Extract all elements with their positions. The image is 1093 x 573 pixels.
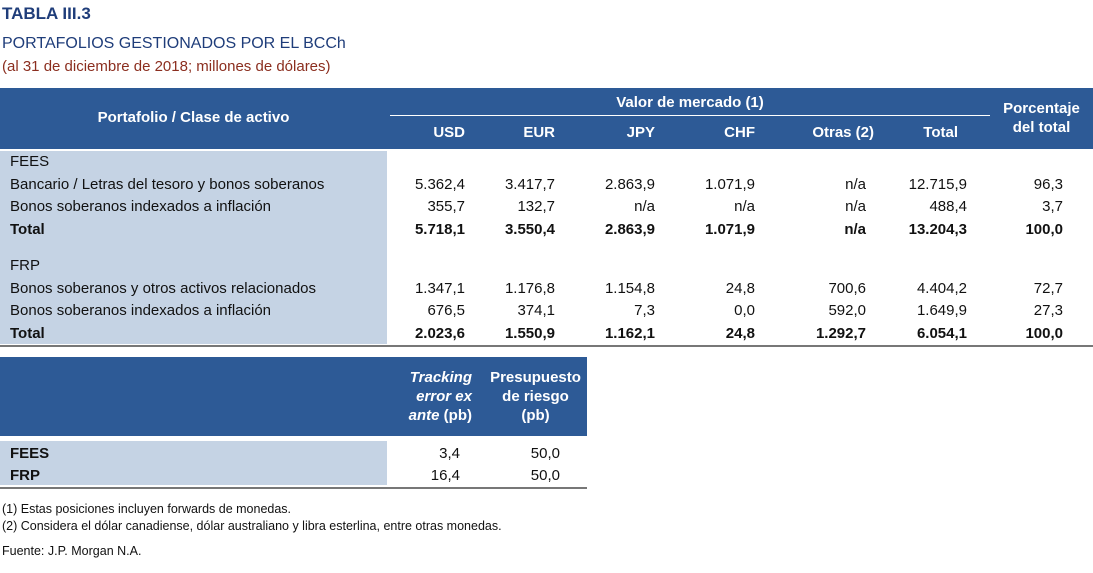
header-divider: [390, 115, 990, 116]
row-value: 3,7: [1042, 198, 1063, 215]
table-subtitle: (al 31 de diciembre de 2018; millones de…: [2, 58, 331, 75]
t2-col2-line2: de riesgo: [502, 388, 569, 405]
row-value: 24,8: [725, 279, 755, 297]
t2-col2-line1: Presupuesto: [490, 369, 581, 386]
t2-col2-line3: (pb): [521, 407, 550, 424]
row-value: 0,0: [734, 302, 755, 319]
row-value: 1.071,9: [704, 175, 755, 193]
header-jpy: JPY: [626, 124, 655, 141]
row-value: n/a: [844, 220, 866, 238]
row-value: 132,7: [517, 198, 555, 215]
footnote-2: (2) Considera el dólar canadiense, dólar…: [2, 519, 502, 533]
row-value: 3.550,4: [504, 220, 555, 238]
row-value: n/a: [845, 198, 866, 215]
t2-row-frp-label: FRP: [10, 467, 40, 484]
table1-bottom-rule: [0, 345, 1093, 347]
table1-header: Portafolio / Clase de activo Valor de me…: [0, 88, 1093, 149]
row-value: 1.292,7: [815, 324, 866, 342]
t2-row-fees-budget: 50,0: [530, 445, 560, 462]
row-label: Bonos soberanos indexados a inflación: [10, 302, 272, 319]
row-value: 12.715,9: [908, 175, 967, 193]
header-otras: Otras (2): [812, 124, 874, 141]
row-value: 1.176,8: [504, 279, 555, 297]
row-value: 4.404,2: [916, 279, 967, 297]
t2-col1-line1: Tracking: [409, 369, 472, 386]
row-label: Bonos soberanos indexados a inflación: [10, 198, 272, 215]
row-value: 2.863,9: [604, 175, 655, 193]
row-value: 96,3: [1033, 175, 1063, 193]
header-usd: USD: [433, 124, 465, 141]
row-value: 1.162,1: [604, 324, 655, 342]
row-value: n/a: [634, 198, 655, 215]
row-value: n/a: [734, 198, 755, 215]
table2-bottom-rule: [0, 487, 587, 489]
row-value: 592,0: [828, 302, 866, 319]
row-value: 1.071,9: [704, 220, 755, 238]
header-pct-1: Porcentaje: [1003, 100, 1080, 117]
row-label: Total: [10, 220, 45, 238]
t2-col1-line3: ante (pb): [408, 407, 472, 424]
header-pct-2: del total: [1012, 119, 1071, 136]
row-value: 3.417,7: [504, 175, 555, 193]
row-label: Bonos soberanos y otros activos relacion…: [10, 279, 317, 297]
row-value: 7,3: [634, 302, 655, 319]
row-value: 700,6: [828, 279, 866, 297]
header-chf: CHF: [724, 124, 755, 141]
row-value: 1.154,8: [604, 279, 655, 297]
t2-row-fees-tracking: 3,4: [439, 445, 460, 462]
row-value: 2.023,6: [414, 324, 465, 342]
table2-header: Tracking error ex ante (pb) Presupuesto …: [0, 357, 587, 436]
row-value: 5.718,1: [414, 220, 465, 238]
table-title: PORTAFOLIOS GESTIONADOS POR EL BCCh: [2, 35, 346, 52]
row-value: 24,8: [725, 324, 755, 342]
row-value: 72,7: [1033, 279, 1063, 297]
row-value: 488,4: [929, 198, 967, 215]
row-value: 100,0: [1025, 324, 1063, 342]
t2-row-fees-label: FEES: [10, 445, 50, 462]
header-total: Total: [923, 124, 958, 141]
t2-col1-line2: error ex: [416, 388, 472, 405]
row-value: 355,7: [427, 198, 465, 215]
row-value: n/a: [845, 175, 866, 193]
footnote-1: (1) Estas posiciones incluyen forwards d…: [2, 502, 292, 516]
t2-label-shade: [0, 441, 387, 485]
row-value: 6.054,1: [916, 324, 967, 342]
row-label: Bancario / Letras del tesoro y bonos sob…: [10, 175, 325, 193]
t2-row-frp-budget: 50,0: [530, 467, 560, 484]
row-value: 27,3: [1033, 302, 1063, 319]
section-name: FRP: [10, 257, 40, 274]
row-value: 100,0: [1025, 220, 1063, 238]
table-label: TABLA III.3: [2, 4, 91, 23]
header-eur: EUR: [523, 124, 555, 141]
row-value: 2.863,9: [604, 220, 655, 238]
source-note: Fuente: J.P. Morgan N.A.: [2, 544, 142, 558]
row-value: 13.204,3: [908, 220, 967, 238]
label-column-shade: [0, 151, 387, 344]
row-value: 676,5: [427, 302, 465, 319]
row-value: 374,1: [517, 302, 555, 319]
row-value: 1.347,1: [414, 279, 465, 297]
row-value: 1.550,9: [504, 324, 555, 342]
row-label: Total: [10, 324, 45, 342]
section-name: FEES: [10, 153, 50, 170]
header-first-col: Portafolio / Clase de activo: [97, 109, 290, 126]
row-value: 5.362,4: [414, 175, 465, 193]
row-value: 1.649,9: [916, 302, 967, 319]
t2-row-frp-tracking: 16,4: [430, 467, 460, 484]
header-group: Valor de mercado (1): [616, 94, 764, 111]
